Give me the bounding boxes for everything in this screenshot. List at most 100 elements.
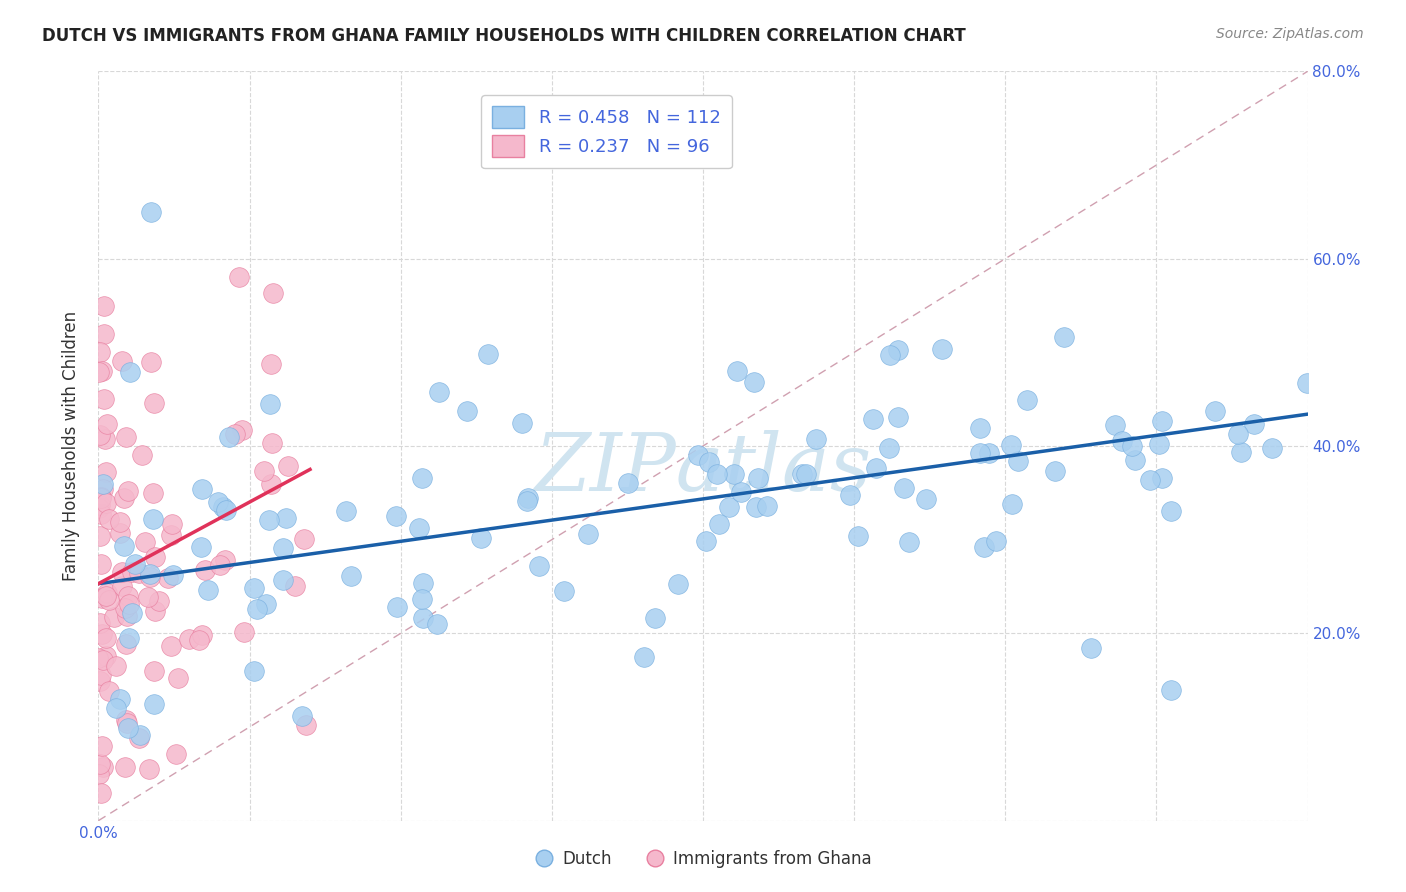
Point <box>756 500 779 514</box>
Point <box>411 471 433 485</box>
Point <box>104 659 127 673</box>
Point <box>1080 641 1102 656</box>
Point <box>108 515 131 529</box>
Point <box>1104 418 1126 433</box>
Point <box>294 532 316 546</box>
Text: ZIP​atlas: ZIP​atlas <box>534 430 872 508</box>
Point <box>887 343 910 358</box>
Point <box>243 664 266 678</box>
Point <box>745 500 768 514</box>
Point <box>1121 439 1143 453</box>
Point <box>138 762 160 776</box>
Point <box>246 602 269 616</box>
Point <box>616 475 638 490</box>
Point <box>91 739 114 753</box>
Point <box>96 589 118 603</box>
Point <box>887 409 910 424</box>
Point <box>89 757 111 772</box>
Point <box>969 445 991 459</box>
Point <box>666 576 689 591</box>
Point <box>117 721 139 735</box>
Point <box>117 483 139 498</box>
Point <box>277 459 299 474</box>
Point <box>98 512 121 526</box>
Point <box>1243 417 1265 431</box>
Point <box>89 345 111 359</box>
Point <box>160 516 183 531</box>
Point <box>139 570 162 584</box>
Point <box>90 668 112 682</box>
Point <box>121 606 143 620</box>
Point <box>1160 504 1182 518</box>
Point <box>228 270 250 285</box>
Point <box>111 578 134 592</box>
Point <box>553 584 575 599</box>
Point <box>190 540 212 554</box>
Point <box>121 566 143 580</box>
Point <box>214 553 236 567</box>
Point <box>274 510 297 524</box>
Point <box>427 385 450 400</box>
Point <box>211 500 233 514</box>
Point <box>91 653 114 667</box>
Point <box>157 571 180 585</box>
Point <box>224 426 246 441</box>
Point <box>112 539 135 553</box>
Point <box>633 649 655 664</box>
Point <box>94 631 117 645</box>
Point <box>167 671 190 685</box>
Point <box>865 461 887 475</box>
Point <box>723 467 745 482</box>
Point <box>91 760 114 774</box>
Point <box>1229 444 1251 458</box>
Point <box>412 610 434 624</box>
Point <box>117 589 139 603</box>
Point <box>90 507 112 521</box>
Point <box>117 609 139 624</box>
Point <box>159 639 181 653</box>
Point <box>143 549 166 564</box>
Point <box>260 435 283 450</box>
Point <box>412 576 434 591</box>
Point <box>973 540 995 554</box>
Point <box>915 491 938 506</box>
Point <box>838 488 860 502</box>
Point <box>1017 393 1039 408</box>
Point <box>725 364 748 378</box>
Point <box>177 632 200 647</box>
Point <box>90 786 112 800</box>
Point <box>576 527 599 541</box>
Point <box>644 611 666 625</box>
Point <box>87 501 110 516</box>
Point <box>94 649 117 664</box>
Point <box>846 529 869 543</box>
Point <box>1053 330 1076 344</box>
Point <box>527 558 550 573</box>
Point <box>1150 413 1173 427</box>
Point <box>271 541 294 556</box>
Point <box>1150 471 1173 485</box>
Point <box>143 396 166 410</box>
Point <box>284 579 307 593</box>
Point <box>426 616 449 631</box>
Point <box>879 349 901 363</box>
Point <box>90 364 112 378</box>
Point <box>87 767 110 781</box>
Point <box>89 615 111 630</box>
Point <box>1125 452 1147 467</box>
Point <box>695 533 717 548</box>
Point <box>1295 376 1317 391</box>
Point <box>191 628 214 642</box>
Point <box>142 512 165 526</box>
Point <box>232 625 254 640</box>
Point <box>94 432 117 446</box>
Point <box>104 701 127 715</box>
Point <box>969 421 991 435</box>
Point <box>259 397 281 411</box>
Point <box>96 417 118 432</box>
Point <box>470 531 492 545</box>
Point <box>93 298 115 313</box>
Point <box>1043 465 1066 479</box>
Point <box>111 353 134 368</box>
Point <box>96 496 118 510</box>
